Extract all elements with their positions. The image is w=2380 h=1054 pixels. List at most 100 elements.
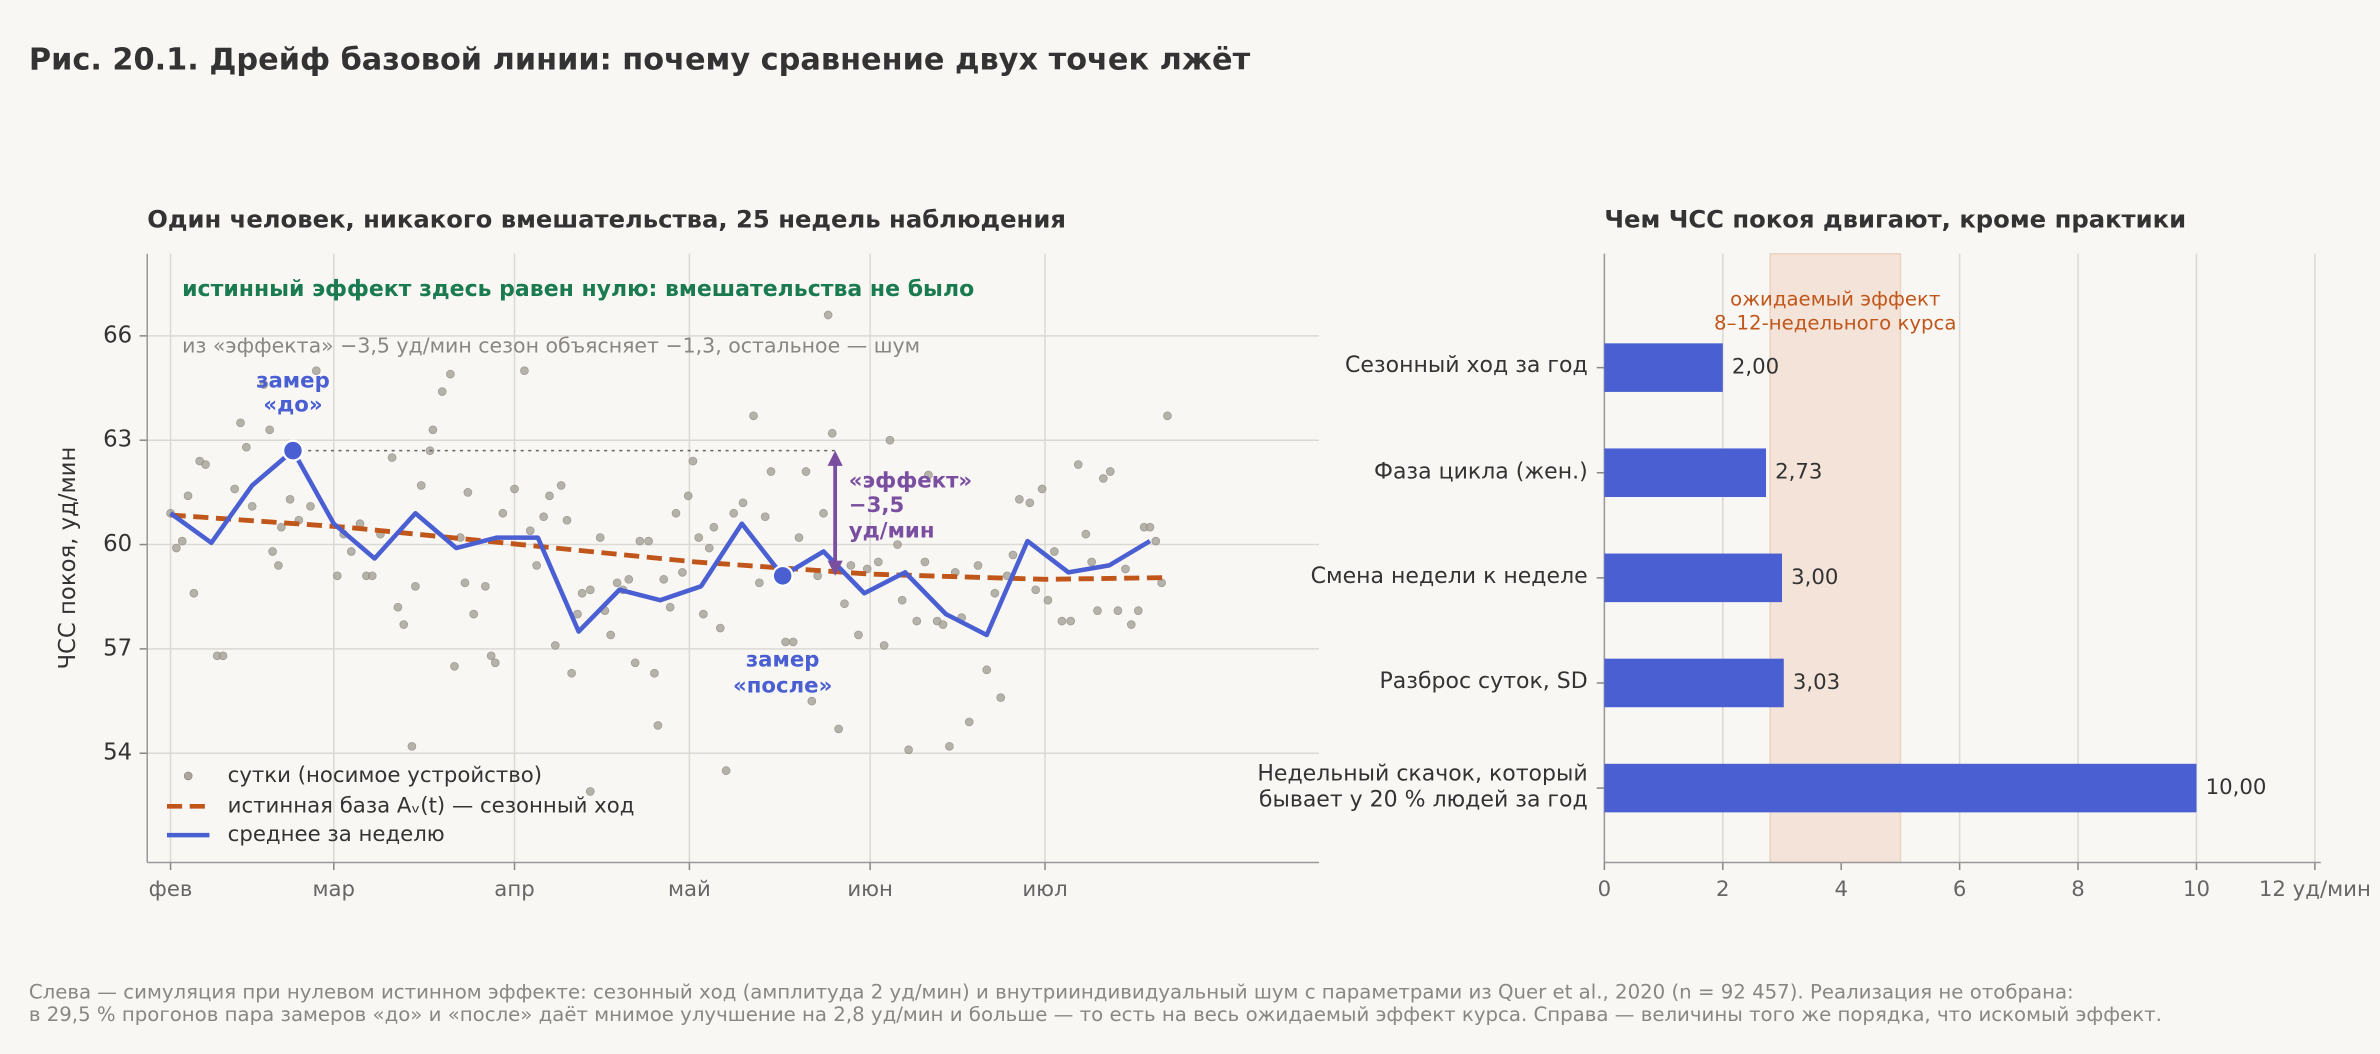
day-point: [236, 418, 245, 428]
day-point: [819, 508, 828, 518]
x-tick-label: 10: [2183, 877, 2210, 902]
value-label: 2,73: [1775, 460, 1822, 485]
x-tick-label: мар: [313, 877, 356, 902]
day-point: [807, 696, 817, 706]
day-point: [1087, 557, 1096, 567]
day-point: [729, 508, 739, 518]
x-tick-label: фев: [149, 877, 193, 902]
day-point: [247, 501, 257, 511]
measure-marker: [281, 439, 304, 462]
measure-marker: [771, 564, 794, 587]
day-point: [749, 411, 758, 421]
day-point: [653, 721, 663, 730]
day-point: [1008, 550, 1018, 560]
day-point: [755, 578, 764, 588]
day-point: [416, 481, 426, 490]
day-point: [1025, 498, 1035, 508]
effect-label: «эффект» −3,5 уд/мин: [848, 468, 973, 545]
day-point: [938, 620, 948, 629]
day-point: [1043, 595, 1053, 605]
day-point: [1126, 620, 1136, 629]
day-point: [683, 491, 693, 501]
x-tick-label: 6: [1953, 877, 1967, 902]
day-point: [450, 661, 459, 671]
day-point: [567, 668, 576, 678]
day-point: [924, 470, 933, 480]
day-point: [834, 724, 843, 734]
day-point: [274, 561, 283, 570]
x-tick-label: июл: [1022, 877, 1067, 902]
day-point: [823, 310, 833, 320]
day-point: [840, 599, 849, 609]
day-point: [525, 526, 535, 535]
day-point: [1098, 474, 1108, 483]
day-point: [606, 630, 616, 640]
day-point: [996, 693, 1006, 702]
day-point: [964, 717, 974, 727]
marker-label: замер «до»: [256, 368, 330, 419]
day-point: [532, 561, 541, 570]
bar: [1604, 658, 1784, 708]
day-point: [469, 609, 479, 619]
bar: [1604, 553, 1783, 603]
day-point: [738, 498, 748, 508]
day-point: [854, 630, 863, 640]
y-tick-label: 54: [103, 740, 132, 766]
day-point: [463, 488, 473, 497]
day-point: [311, 366, 321, 375]
day-point: [920, 557, 930, 567]
day-point: [285, 495, 295, 504]
day-point: [428, 425, 438, 435]
day-point: [659, 575, 669, 584]
category-label: Недельный скачок, который бывает у 20 % …: [1257, 761, 1588, 813]
category-label: Разброс суток, SD: [1379, 669, 1588, 695]
day-point: [794, 533, 804, 542]
y-tick-label: 60: [103, 531, 132, 557]
day-point: [577, 588, 587, 598]
day-point: [846, 561, 856, 570]
day-point: [218, 651, 228, 661]
day-point: [556, 481, 566, 490]
left-title: Один человек, никакого вмешательства, 25…: [147, 204, 1066, 233]
marker-label-box: замер «после»: [733, 649, 832, 699]
day-point: [879, 641, 889, 650]
day-point: [1105, 467, 1115, 476]
x-tick-label: 2: [1716, 877, 1730, 902]
day-point: [1037, 484, 1047, 494]
day-point: [912, 616, 922, 626]
y-tick-label: 57: [103, 635, 132, 661]
legend-symbol: [183, 771, 193, 781]
day-point: [562, 515, 572, 525]
day-point: [446, 369, 455, 379]
bar: [1604, 448, 1767, 498]
band-label-box: ожидаемый эффект 8–12-недельного курса: [1714, 288, 1957, 336]
effect-label-box: «эффект» −3,5 уд/мин: [848, 468, 973, 545]
day-point: [709, 522, 719, 532]
day-point: [704, 543, 714, 553]
bar: [1604, 763, 2197, 813]
category-label-box: Смена недели к неделе: [1310, 564, 1588, 589]
legend-label: среднее за неделю: [228, 822, 445, 847]
day-point: [1073, 460, 1083, 469]
day-point: [265, 425, 274, 435]
band-label: ожидаемый эффект 8–12-недельного курса: [1714, 288, 1957, 336]
day-point: [399, 620, 409, 629]
day-point: [585, 787, 595, 796]
day-point: [624, 575, 634, 584]
x-tick-label: май: [668, 877, 711, 902]
day-point: [1093, 606, 1102, 615]
day-point: [510, 484, 519, 494]
day-point: [982, 665, 992, 675]
day-point: [688, 456, 698, 466]
day-point: [781, 637, 790, 647]
day-point: [276, 522, 286, 532]
category-label: Смена недели к неделе: [1310, 564, 1588, 589]
day-point: [1163, 411, 1172, 421]
day-point: [539, 512, 548, 522]
x-tick-label: 8: [2071, 877, 2085, 902]
x-tick-label: 12 уд/мин: [2259, 877, 2371, 902]
day-point: [766, 467, 776, 476]
day-point: [172, 543, 181, 553]
day-point: [490, 658, 500, 668]
